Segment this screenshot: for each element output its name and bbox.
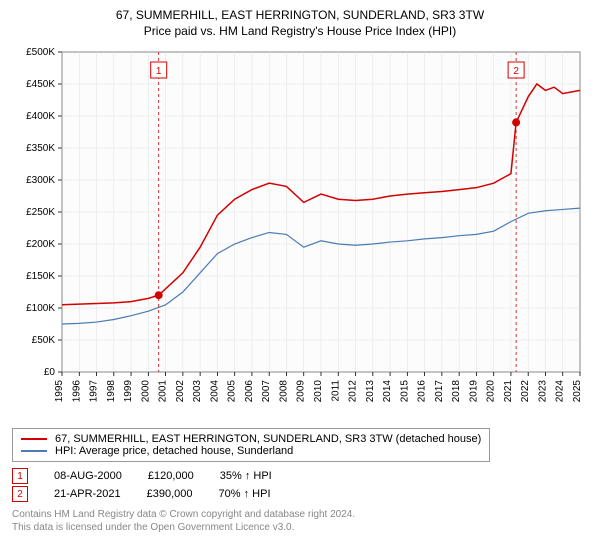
legend-row-1: 67, SUMMERHILL, EAST HERRINGTON, SUNDERL… xyxy=(21,433,481,445)
svg-text:2005: 2005 xyxy=(227,380,238,403)
chart-container: 67, SUMMERHILL, EAST HERRINGTON, SUNDERL… xyxy=(0,0,600,538)
legend-row-2: HPI: Average price, detached house, Sund… xyxy=(21,445,481,457)
svg-text:2007: 2007 xyxy=(261,380,272,403)
svg-text:2009: 2009 xyxy=(296,380,307,403)
marker-date: 21-APR-2021 xyxy=(54,488,121,500)
svg-text:2008: 2008 xyxy=(278,380,289,403)
footer: Contains HM Land Registry data © Crown c… xyxy=(12,508,588,534)
marker-price: £120,000 xyxy=(148,470,194,482)
marker-hpi: 35% ↑ HPI xyxy=(220,470,272,482)
svg-text:1995: 1995 xyxy=(54,380,65,403)
svg-text:2012: 2012 xyxy=(348,380,359,403)
marker-number: 2 xyxy=(12,486,28,502)
svg-text:1: 1 xyxy=(156,66,162,77)
svg-text:£200K: £200K xyxy=(26,239,55,250)
svg-text:2022: 2022 xyxy=(520,380,531,403)
legend-label-2: HPI: Average price, detached house, Sund… xyxy=(55,445,293,457)
svg-text:2017: 2017 xyxy=(434,380,445,403)
svg-text:£100K: £100K xyxy=(26,303,55,314)
chart-plot: £0 £50K £100K £150K £200K £250K £300K £350K £400… xyxy=(12,42,588,422)
svg-text:2019: 2019 xyxy=(468,380,479,403)
marker-table: 1 08-AUG-2000 £120,000 35% ↑ HPI 2 21-AP… xyxy=(12,468,588,502)
legend-label-1: 67, SUMMERHILL, EAST HERRINGTON, SUNDERL… xyxy=(55,433,481,445)
svg-text:1996: 1996 xyxy=(71,380,82,403)
marker-date: 08-AUG-2000 xyxy=(54,470,122,482)
svg-text:£150K: £150K xyxy=(26,271,55,282)
svg-text:2: 2 xyxy=(513,66,519,77)
svg-text:2004: 2004 xyxy=(209,380,220,403)
svg-text:2002: 2002 xyxy=(175,380,186,403)
svg-text:2006: 2006 xyxy=(244,380,255,403)
svg-text:2024: 2024 xyxy=(555,380,566,403)
svg-text:£50K: £50K xyxy=(32,335,56,346)
svg-text:£450K: £450K xyxy=(26,79,55,90)
svg-text:2000: 2000 xyxy=(140,380,151,403)
svg-text:2018: 2018 xyxy=(451,380,462,403)
svg-text:2020: 2020 xyxy=(486,380,497,403)
svg-text:1999: 1999 xyxy=(123,380,134,403)
svg-text:2023: 2023 xyxy=(537,380,548,403)
legend: 67, SUMMERHILL, EAST HERRINGTON, SUNDERL… xyxy=(12,428,490,462)
marker-price: £390,000 xyxy=(147,488,193,500)
marker-row: 1 08-AUG-2000 £120,000 35% ↑ HPI xyxy=(12,468,588,484)
chart-subtitle: Price paid vs. HM Land Registry's House … xyxy=(12,24,588,38)
footer-line-2: This data is licensed under the Open Gov… xyxy=(12,521,588,534)
svg-text:£500K: £500K xyxy=(26,47,55,58)
svg-text:2010: 2010 xyxy=(313,380,324,403)
svg-text:2013: 2013 xyxy=(365,380,376,403)
marker-hpi: 70% ↑ HPI xyxy=(219,488,271,500)
svg-text:£0: £0 xyxy=(44,367,56,378)
svg-text:2021: 2021 xyxy=(503,380,514,403)
svg-text:2015: 2015 xyxy=(399,380,410,403)
svg-text:2003: 2003 xyxy=(192,380,203,403)
marker-number: 1 xyxy=(12,468,28,484)
svg-text:2014: 2014 xyxy=(382,380,393,403)
svg-text:£350K: £350K xyxy=(26,143,55,154)
svg-text:£300K: £300K xyxy=(26,175,55,186)
svg-text:2025: 2025 xyxy=(572,380,583,403)
svg-text:1998: 1998 xyxy=(106,380,117,403)
svg-text:£400K: £400K xyxy=(26,111,55,122)
legend-swatch-2 xyxy=(21,450,47,452)
legend-swatch-1 xyxy=(21,438,47,440)
footer-line-1: Contains HM Land Registry data © Crown c… xyxy=(12,508,588,521)
svg-text:2001: 2001 xyxy=(158,380,169,403)
svg-text:2011: 2011 xyxy=(330,380,341,402)
svg-text:1997: 1997 xyxy=(89,380,100,403)
svg-text:£250K: £250K xyxy=(26,207,55,218)
marker-row: 2 21-APR-2021 £390,000 70% ↑ HPI xyxy=(12,486,588,502)
chart-title: 67, SUMMERHILL, EAST HERRINGTON, SUNDERL… xyxy=(12,8,588,22)
svg-text:2016: 2016 xyxy=(417,380,428,403)
